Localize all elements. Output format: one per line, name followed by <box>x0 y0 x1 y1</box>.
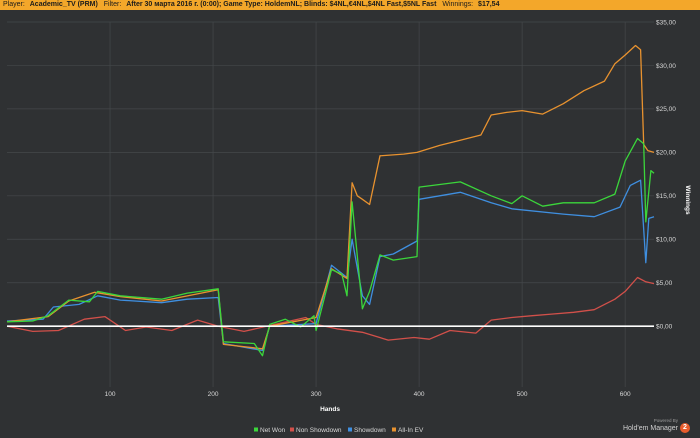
legend-label-showdown: Showdown <box>354 427 386 434</box>
y-tick-label: $35,00 <box>656 19 676 26</box>
series-line-net-won <box>6 137 655 357</box>
series-line-showdown <box>6 179 655 352</box>
legend-label-net-won: Net Won <box>260 427 286 434</box>
y-tick-label: $15,00 <box>656 193 676 200</box>
y-tick-label: $0,00 <box>656 323 673 330</box>
powered-by-text: Powered By <box>653 418 678 424</box>
y-axis-ticks: $0,00 $5,00 $10,00 $15,00 $20,00 $25,00 $30,00… <box>656 19 676 330</box>
filter-value: After 30 марта 2016 г. (0:00); Game Type… <box>126 1 437 8</box>
legend-label-all-in-ev: All-In EV <box>398 427 424 434</box>
x-tick-label: 600 <box>620 391 631 398</box>
filter-label: Filter: <box>103 1 122 8</box>
winnings-graph: 100 200 300 400 500 600 $0,00 $5,00 $10,00 $15,0… <box>6 19 691 434</box>
legend: Net Won Non Showdown Showdown All-In EV <box>254 427 424 434</box>
x-tick-label: 500 <box>517 391 528 398</box>
legend-swatch-all-in-ev <box>392 427 396 432</box>
y-tick-label: $30,00 <box>656 63 676 70</box>
x-axis-title: Hands <box>320 406 340 413</box>
y-tick-label: $5,00 <box>656 280 673 287</box>
winnings-label: Winnings: <box>442 1 474 8</box>
series-lines <box>6 44 655 357</box>
brand-name: Hold'em Manager <box>622 425 678 432</box>
y-tick-label: $10,00 <box>656 237 676 244</box>
legend-label-non-showdown: Non Showdown <box>296 427 342 434</box>
hem2-brand: Powered By Hold'em Manager 2 <box>610 418 690 434</box>
x-tick-label: 400 <box>414 391 425 398</box>
x-axis-ticks: 100 200 300 400 500 600 <box>105 391 631 398</box>
y-tick-label: $20,00 <box>656 150 676 157</box>
y-axis-title: Winnings <box>684 185 691 215</box>
legend-swatch-non-showdown <box>290 427 294 432</box>
y-tick-label: $25,00 <box>656 106 676 113</box>
x-tick-label: 200 <box>208 391 219 398</box>
x-tick-label: 100 <box>105 391 116 398</box>
legend-swatch-showdown <box>348 427 352 432</box>
series-line-all-in-ev <box>6 44 655 350</box>
winnings-value: $17,54 <box>478 1 500 8</box>
series-line-non-showdown <box>6 276 655 341</box>
filter-header-bar: Player: Academic_TV (PRM) Filter: After … <box>0 0 700 10</box>
x-tick-label: 300 <box>311 391 322 398</box>
legend-swatch-net-won <box>254 427 258 432</box>
brand-badge-icon: 2 <box>680 423 690 434</box>
player-name: Academic_TV (PRM) <box>29 1 98 8</box>
player-label: Player: <box>3 1 25 8</box>
